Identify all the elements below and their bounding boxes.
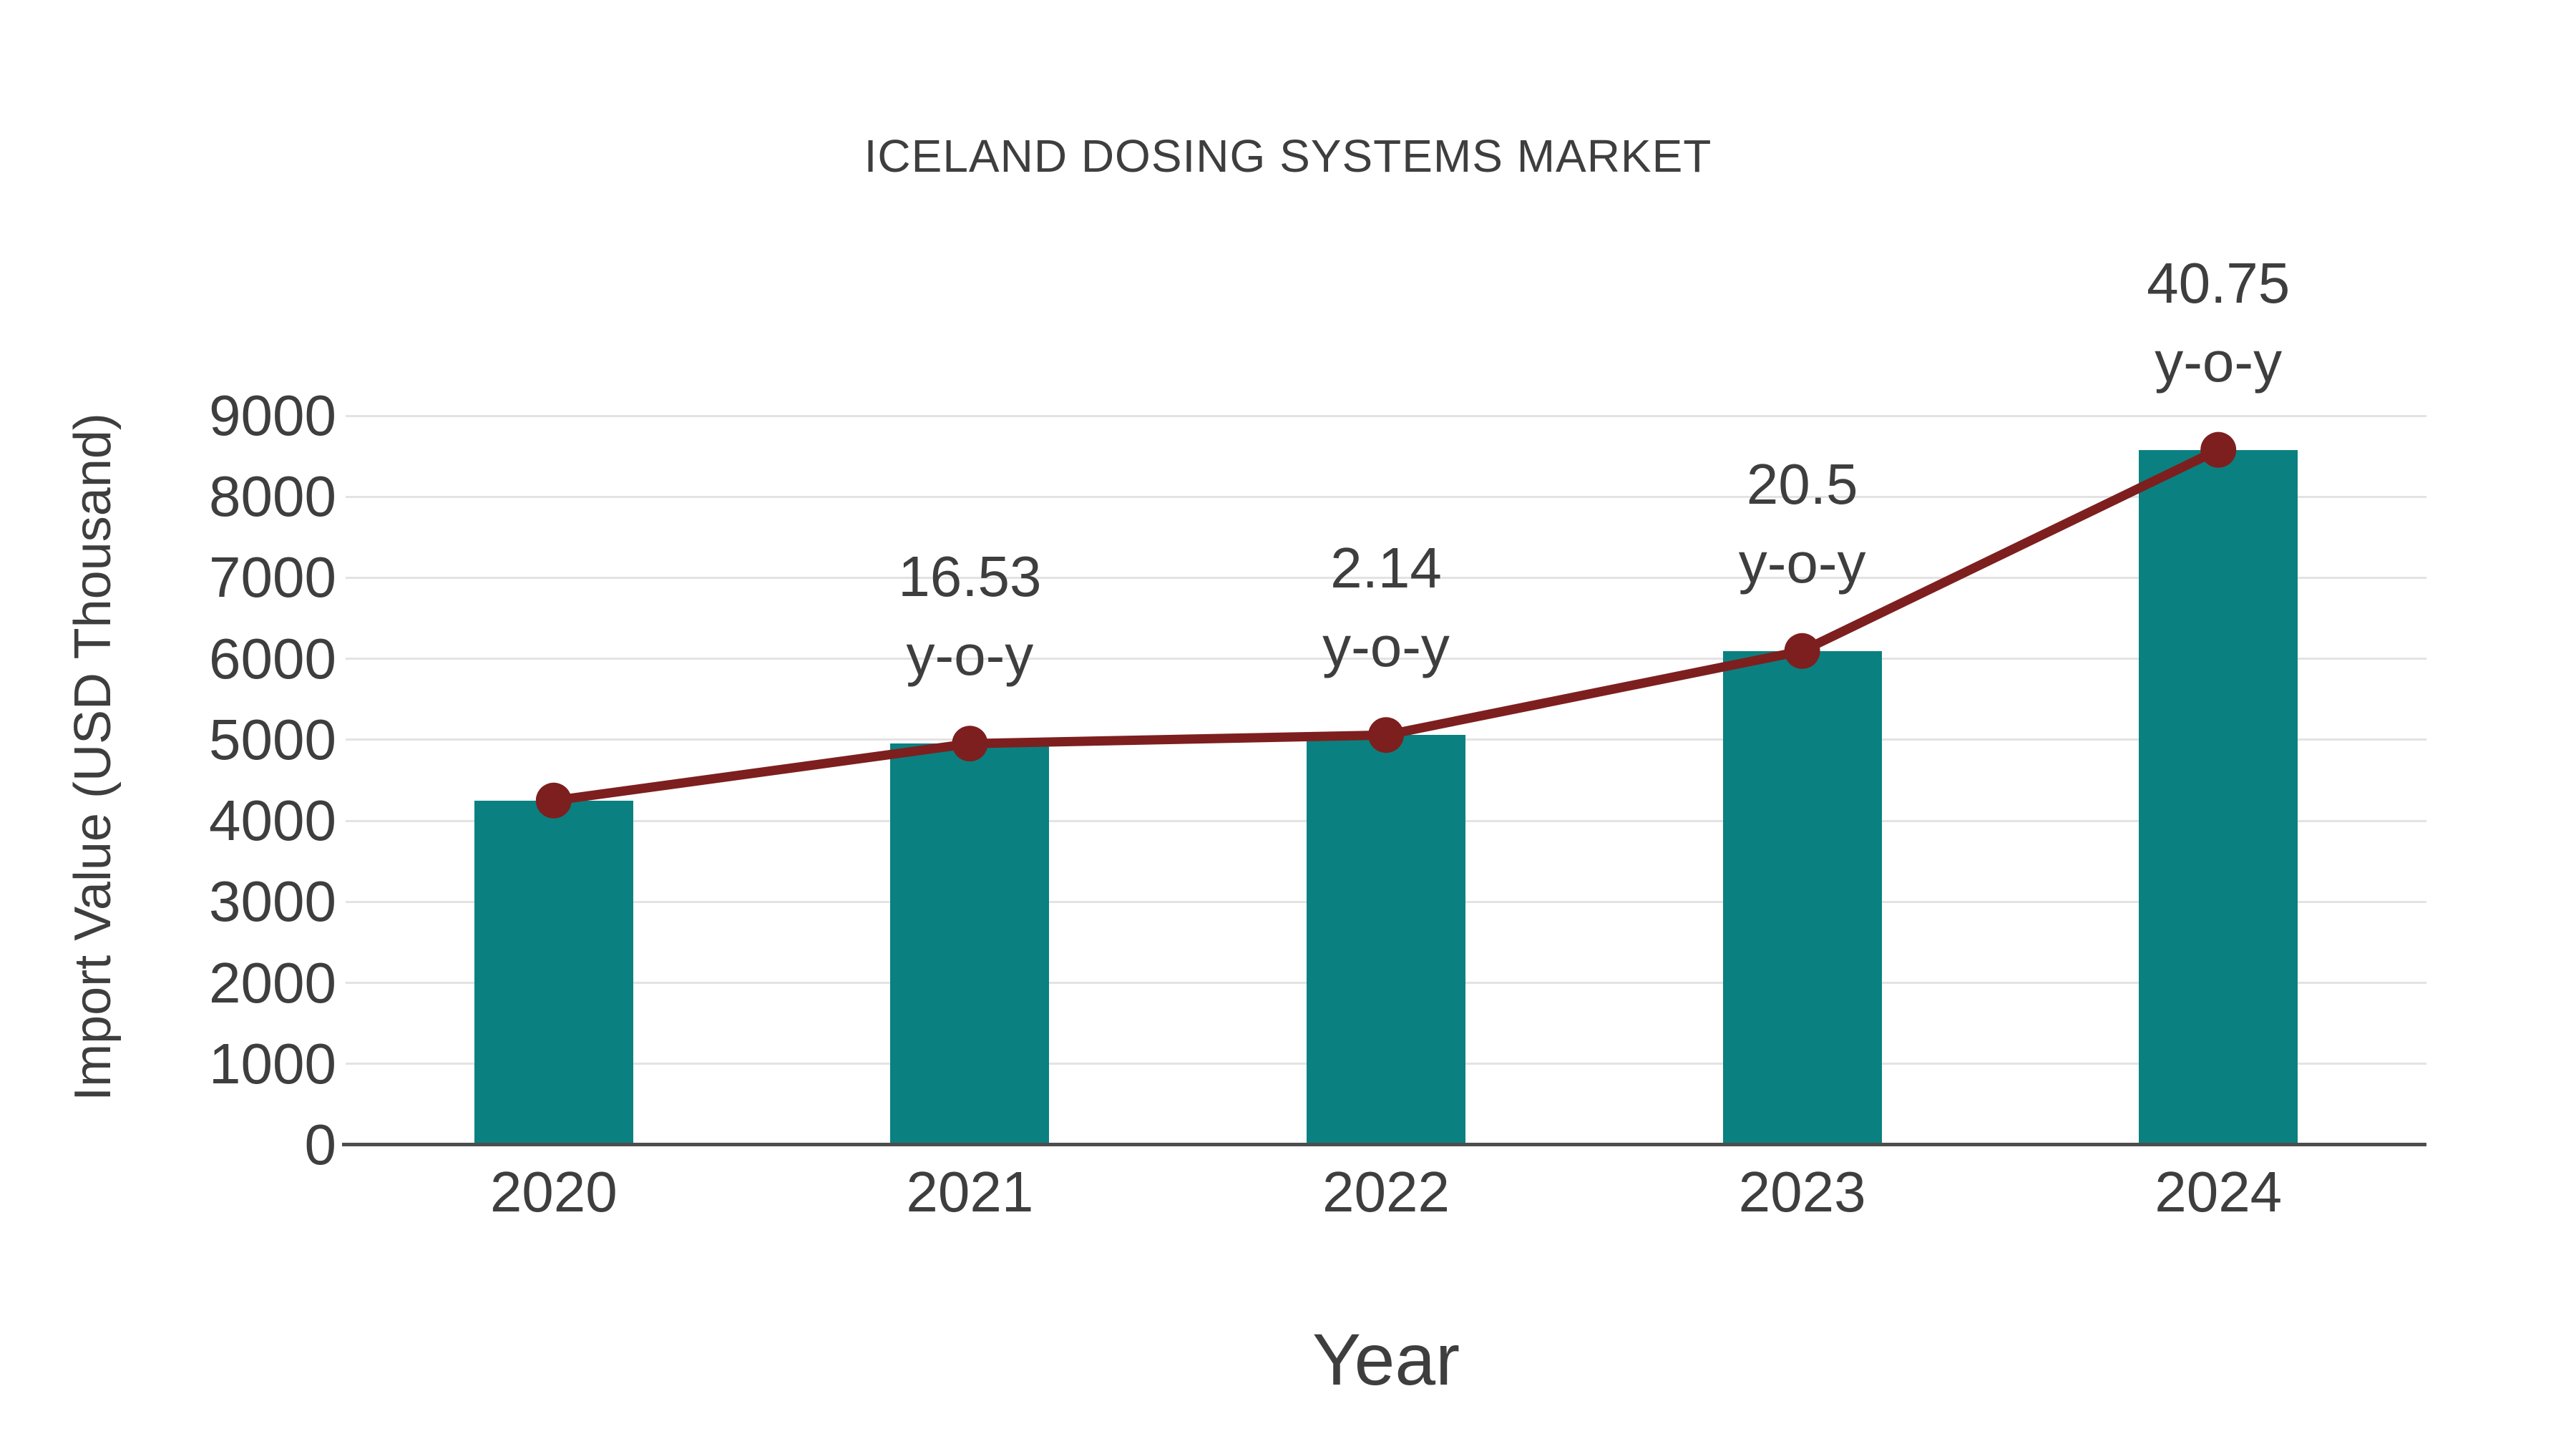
- bar-2024: [2139, 449, 2298, 1145]
- data-point-marker-2024: [2200, 431, 2237, 468]
- yoy-suffix: y-o-y: [1322, 615, 1450, 679]
- x-tick-label: 2020: [489, 1160, 618, 1224]
- yoy-annotation-2023: 20.5 y-o-y: [1739, 445, 1866, 602]
- gridline: [346, 576, 2426, 579]
- y-tick-label: 3000: [209, 869, 336, 934]
- data-point-marker-2022: [1368, 717, 1404, 753]
- y-tick-label: 9000: [209, 384, 336, 447]
- yoy-annotation-2024: 40.75 y-o-y: [2147, 244, 2290, 401]
- yoy-suffix: y-o-y: [2155, 329, 2283, 394]
- gridline: [346, 495, 2426, 498]
- x-axis-title: Year: [1312, 1319, 1460, 1400]
- bar-2020: [474, 800, 633, 1145]
- x-tick-label: 2024: [2155, 1160, 2283, 1224]
- y-tick-label: 8000: [209, 464, 336, 529]
- x-tick-label: 2021: [906, 1160, 1034, 1224]
- bar-2022: [1307, 735, 1465, 1145]
- data-point-marker-2021: [952, 726, 988, 762]
- y-tick-label: 4000: [209, 789, 336, 853]
- y-tick-label: 1000: [209, 1031, 336, 1096]
- gridline: [346, 414, 2426, 417]
- bar-2023: [1722, 650, 1882, 1145]
- y-tick-label: 7000: [209, 545, 336, 610]
- data-point-marker-2023: [1784, 633, 1820, 669]
- y-tick-label: 0: [304, 1113, 337, 1176]
- yoy-suffix: y-o-y: [906, 623, 1034, 688]
- yoy-annotation-2021: 16.53 y-o-y: [898, 537, 1041, 695]
- yoy-value: 40.75: [2147, 250, 2290, 315]
- y-tick-label: 2000: [209, 950, 336, 1015]
- x-tick-label: 2023: [1738, 1160, 1866, 1224]
- y-tick-label: 5000: [209, 707, 336, 771]
- chart-title: ICELAND DOSING SYSTEMS MARKET: [864, 130, 1712, 182]
- yoy-value: 16.53: [898, 545, 1042, 609]
- gridline: [346, 658, 2426, 660]
- yoy-annotation-2022: 2.14 y-o-y: [1322, 529, 1450, 686]
- data-point-marker-2020: [535, 782, 572, 819]
- y-tick-label: 6000: [209, 626, 336, 691]
- x-tick-label: 2022: [1322, 1160, 1450, 1224]
- x-axis-line: [342, 1143, 2426, 1146]
- yoy-value: 20.5: [1746, 452, 1858, 516]
- bar-2021: [890, 743, 1050, 1145]
- yoy-suffix: y-o-y: [1738, 530, 1866, 595]
- yoy-value: 2.14: [1330, 536, 1442, 600]
